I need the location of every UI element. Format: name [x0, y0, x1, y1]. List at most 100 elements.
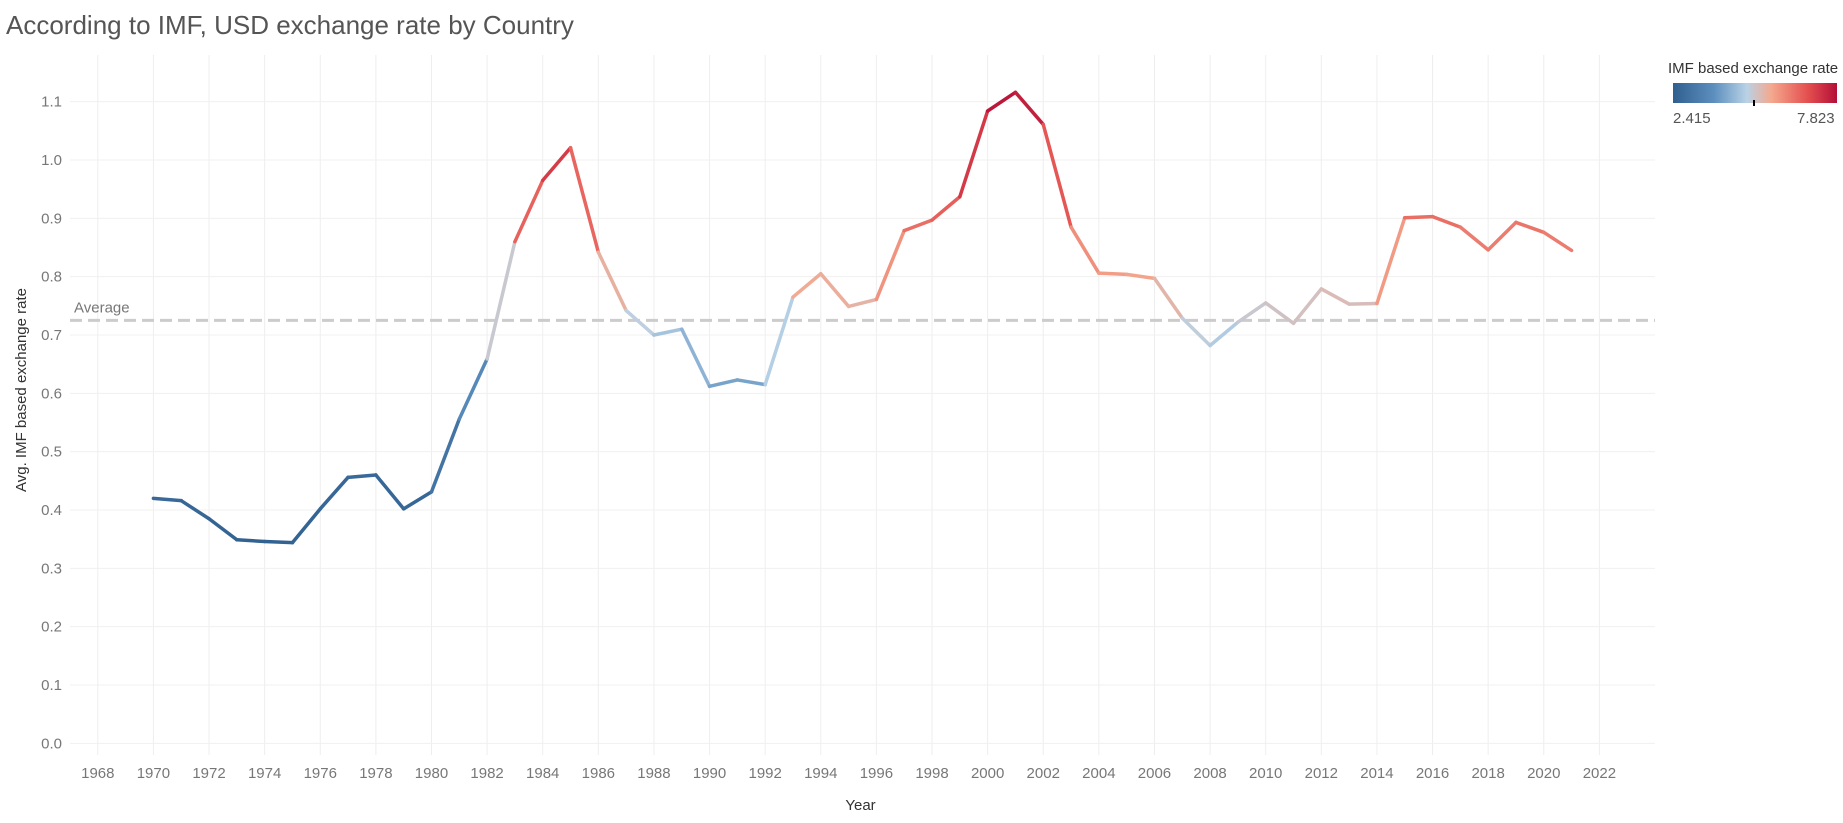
x-tick-label: 1998	[915, 765, 948, 782]
line-segment	[735, 378, 767, 387]
y-tick-label: 1.1	[41, 94, 62, 111]
line-segment	[346, 473, 378, 480]
x-tick-label: 2012	[1305, 765, 1338, 782]
chart-title: According to IMF, USD exchange rate by C…	[6, 10, 574, 40]
line-segment	[1069, 225, 1101, 275]
x-tick-label: 1986	[582, 765, 615, 782]
x-tick-label: 1996	[860, 765, 893, 782]
x-tick-label: 2006	[1138, 765, 1171, 782]
x-tick-label: 2018	[1471, 765, 1504, 782]
x-tick-label: 2014	[1360, 765, 1393, 782]
line-segment	[1542, 230, 1574, 253]
legend-min-label: 2.415	[1673, 110, 1711, 127]
line-segment	[457, 357, 489, 421]
line-segment	[429, 417, 462, 494]
line-segment	[624, 308, 656, 337]
line-segment	[485, 239, 517, 361]
x-tick-label: 2010	[1249, 765, 1282, 782]
line-segment	[207, 517, 239, 542]
line-segment	[540, 146, 573, 183]
y-axis-title: Avg. IMF based exchange rate	[13, 288, 30, 492]
x-tick-label: 1972	[192, 765, 225, 782]
line-segment	[179, 498, 211, 521]
line-segment	[374, 473, 406, 511]
x-tick-label: 2020	[1527, 765, 1560, 782]
legend-title: IMF based exchange rate	[1668, 60, 1839, 77]
legend-marker	[1753, 100, 1756, 106]
line-segment	[1236, 301, 1268, 324]
legend-color-ramp	[1673, 83, 1837, 103]
x-tick-label: 2016	[1416, 765, 1449, 782]
horizontal-gridlines	[70, 101, 1655, 744]
y-tick-label: 0.9	[41, 210, 62, 227]
line-segment	[262, 539, 295, 545]
line-segment	[568, 146, 601, 254]
x-tick-label: 1968	[81, 765, 114, 782]
y-tick-label: 0.1	[41, 677, 62, 694]
vertical-gridlines	[97, 55, 1600, 755]
line-segment	[1124, 272, 1157, 281]
line-segment	[707, 378, 740, 389]
line-segment	[1458, 225, 1490, 252]
x-tick-label: 1970	[137, 765, 170, 782]
line-segment	[652, 327, 684, 337]
x-tick-label: 1982	[470, 765, 503, 782]
line-segment	[1514, 220, 1546, 235]
line-segment	[958, 109, 990, 199]
y-tick-label: 0.6	[41, 385, 62, 402]
line-segment	[151, 496, 183, 503]
x-tick-label: 1976	[304, 765, 337, 782]
y-tick-label: 0.5	[41, 444, 62, 461]
x-tick-label: 2000	[971, 765, 1004, 782]
x-tick-label: 1974	[248, 765, 281, 782]
line-segment	[1013, 90, 1045, 127]
average-reference-line: Average	[70, 299, 1655, 322]
x-tick-labels: 1968 1970 1972 1974 1976 1978 1980 1982 1984 1986…	[81, 765, 1616, 782]
line-segment	[680, 327, 712, 389]
legend-max-label: 7.823	[1797, 110, 1835, 127]
x-tick-label: 2004	[1082, 765, 1115, 782]
x-tick-label: 1992	[748, 765, 781, 782]
line-segment	[1041, 122, 1073, 229]
line-segment	[235, 538, 267, 544]
x-tick-label: 2008	[1193, 765, 1226, 782]
line-segment	[874, 228, 906, 302]
line-segment	[819, 272, 851, 309]
x-tick-label: 1990	[693, 765, 726, 782]
y-tick-label: 1.0	[41, 152, 62, 169]
line-segment	[1347, 301, 1379, 306]
line-segment	[1291, 287, 1324, 326]
x-tick-label: 1978	[359, 765, 392, 782]
x-tick-label: 1988	[637, 765, 670, 782]
line-segment	[513, 178, 545, 244]
line-segment	[1180, 316, 1212, 348]
line-segment	[1486, 220, 1518, 252]
y-tick-label: 0.4	[41, 502, 62, 519]
line-segment	[1208, 320, 1240, 348]
y-tick-labels: 0.0 0.1 0.2 0.3 0.4 0.5 0.6 0.7 0.8 0.9 1.0 1.1	[41, 94, 62, 753]
line-segment	[1375, 216, 1407, 306]
line-segment	[1430, 214, 1463, 229]
y-tick-label: 0.8	[41, 269, 62, 286]
line-segment	[318, 475, 350, 511]
line-segment	[985, 90, 1018, 113]
line-segment	[1402, 214, 1435, 220]
y-tick-label: 0.3	[41, 560, 62, 577]
line-segment	[1263, 301, 1296, 326]
line-segment	[791, 272, 823, 299]
x-tick-label: 1980	[415, 765, 448, 782]
line-segment	[290, 507, 323, 545]
line-segment	[1152, 276, 1185, 320]
average-label: Average	[74, 299, 130, 316]
line-segment	[401, 490, 434, 511]
line-segment	[930, 195, 962, 222]
y-tick-label: 0.0	[41, 735, 62, 752]
line-segment	[846, 297, 879, 309]
line-segment	[1319, 287, 1351, 306]
y-tick-label: 0.7	[41, 327, 62, 344]
x-axis-title: Year	[845, 797, 875, 814]
line-segment	[1097, 271, 1129, 277]
line-segment	[763, 295, 795, 387]
exchange-rate-series	[151, 90, 1574, 545]
